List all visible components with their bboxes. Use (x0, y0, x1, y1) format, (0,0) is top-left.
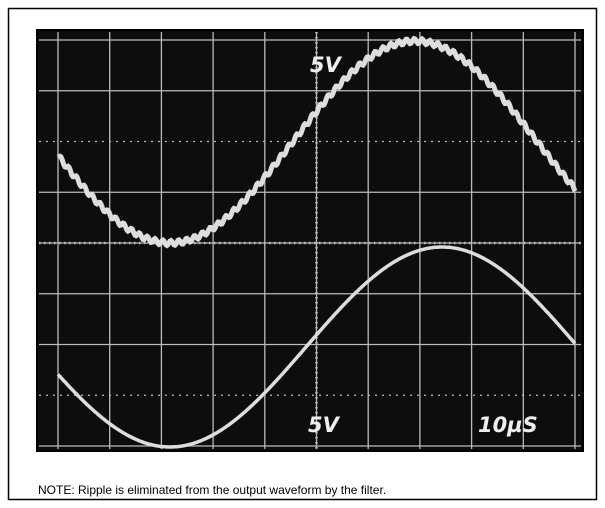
output-waveform (56, 245, 577, 449)
caption: NOTE: Ripple is eliminated from the outp… (38, 483, 386, 497)
time-label: 10µS (478, 413, 538, 437)
bottom-volts-label: 5V (308, 413, 341, 437)
input-waveform (56, 35, 578, 249)
scope-screen (36, 29, 584, 452)
top-volts-label: 5V (310, 53, 343, 77)
